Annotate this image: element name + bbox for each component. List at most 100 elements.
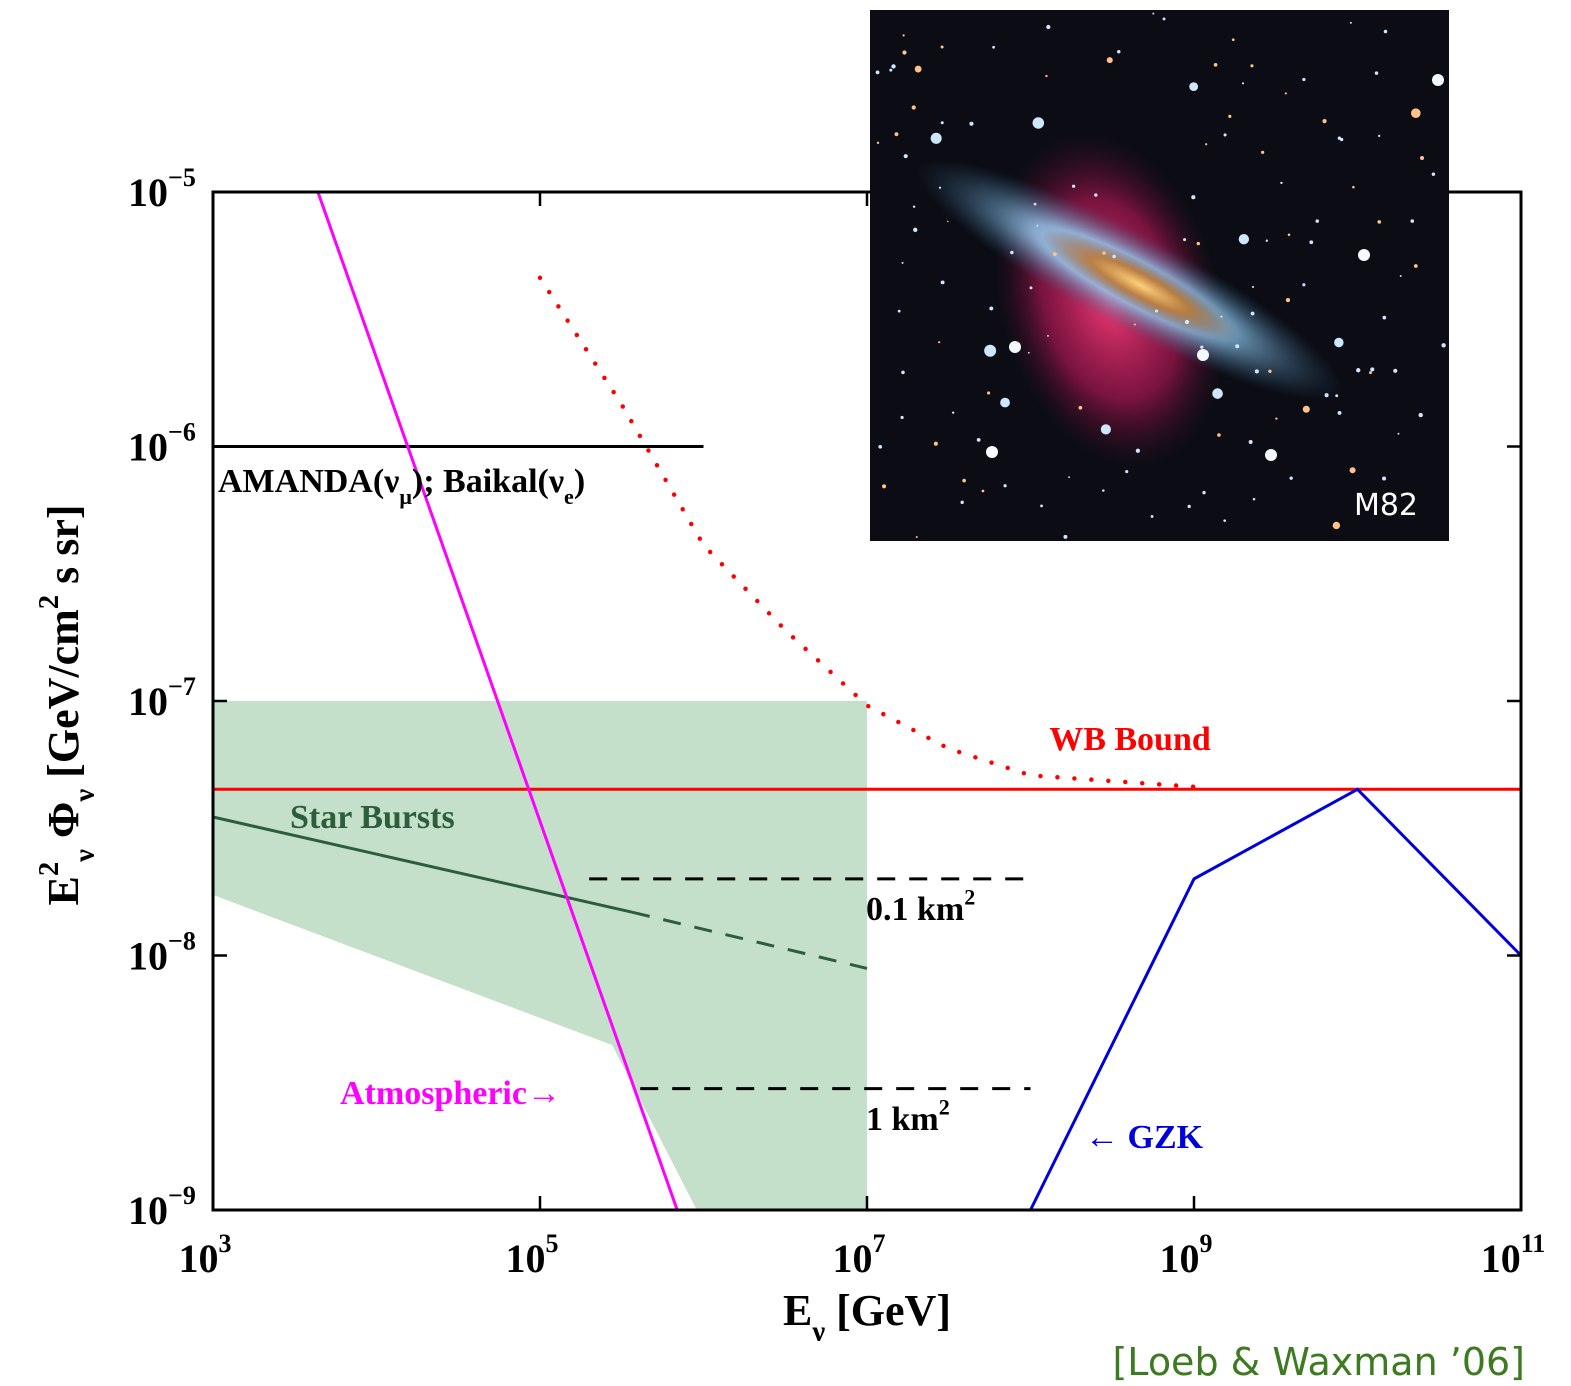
- text-part: μ: [399, 484, 412, 509]
- image-star: [1232, 38, 1235, 41]
- text-part: Φ: [39, 802, 88, 849]
- text-part: 2: [34, 862, 65, 876]
- image-star: [1352, 186, 1355, 189]
- image-star: [1383, 316, 1387, 320]
- image-star: [1117, 50, 1120, 53]
- image-star: [889, 69, 892, 72]
- image-star: [1155, 310, 1158, 313]
- image-star: [1377, 220, 1381, 224]
- x-tick-label: 109: [1160, 1229, 1213, 1281]
- image-star: [931, 133, 942, 144]
- image-star: [1325, 393, 1329, 397]
- image-star: [1185, 320, 1189, 324]
- image-caption: M82: [1354, 488, 1418, 523]
- image-star: [1163, 17, 1166, 20]
- y-tick-label: 10−6: [128, 418, 196, 470]
- image-star: [1223, 519, 1226, 522]
- image-star: [913, 205, 915, 207]
- image-star: [1217, 433, 1221, 437]
- image-star: [1255, 369, 1259, 373]
- image-star: [1220, 316, 1222, 318]
- image-star: [1253, 498, 1256, 501]
- text-part: 2: [34, 595, 65, 609]
- tick-base: 10: [128, 679, 168, 724]
- tick-base: 10: [1160, 1236, 1200, 1281]
- image-star: [1152, 13, 1154, 15]
- image-star: [1289, 476, 1292, 479]
- image-star: [1370, 367, 1374, 371]
- image-star: [1242, 82, 1244, 84]
- image-star: [1249, 440, 1253, 444]
- image-star: [912, 105, 916, 109]
- y-tick-label: 10−5: [128, 163, 196, 215]
- annotation: 0.1 km2: [866, 885, 975, 928]
- image-star: [878, 445, 882, 449]
- image-star: [1286, 298, 1290, 302]
- image-star: [1151, 515, 1154, 518]
- image-star: [1316, 219, 1319, 222]
- image-star: [941, 280, 945, 284]
- image-star: [898, 310, 901, 313]
- image-star: [1420, 156, 1424, 160]
- x-tick-label: 1011: [1481, 1229, 1546, 1281]
- image-star: [1040, 505, 1043, 508]
- image-star: [986, 446, 998, 458]
- text-part: 0.1 km: [866, 891, 964, 928]
- tick-exponent: 9: [1200, 1229, 1213, 1258]
- image-star: [987, 391, 990, 394]
- image-star: [1212, 388, 1223, 399]
- tick-exponent: −5: [168, 163, 196, 192]
- image-star: [1268, 370, 1271, 373]
- annotation: 1 km2: [866, 1095, 950, 1138]
- text-part: e: [564, 484, 574, 509]
- image-star: [947, 221, 949, 223]
- image-star: [1302, 78, 1305, 81]
- text-part: 1 km: [866, 1101, 939, 1138]
- image-star: [1261, 151, 1264, 154]
- image-star: [969, 122, 973, 126]
- chart: 103105107109101110−910−810−710−610−5Eν […: [0, 0, 1571, 1386]
- image-star: [934, 442, 938, 446]
- image-star: [1136, 449, 1140, 453]
- image-star: [1224, 133, 1227, 136]
- image-star: [1338, 411, 1342, 415]
- image-star: [1053, 252, 1057, 256]
- image-star: [1094, 193, 1097, 196]
- x-tick-label: 103: [179, 1229, 232, 1281]
- image-star: [1322, 119, 1326, 123]
- image-star: [1009, 341, 1021, 353]
- text-part: Atmospheric→: [340, 1075, 561, 1112]
- image-star: [1125, 470, 1128, 473]
- image-star: [1079, 406, 1083, 410]
- image-star: [1410, 219, 1414, 223]
- annotation: WB Bound: [1049, 721, 1211, 758]
- y-tick-label: 10−9: [128, 1181, 196, 1233]
- tick-exponent: −8: [168, 927, 196, 956]
- image-star: [1228, 115, 1231, 118]
- image-star: [1288, 234, 1291, 237]
- image-star: [1384, 30, 1388, 34]
- annotation: Star Bursts: [290, 799, 455, 836]
- image-star: [1183, 238, 1186, 241]
- image-star: [1441, 343, 1445, 347]
- image-star: [941, 121, 944, 124]
- text-part: 2: [964, 885, 975, 910]
- image-star: [1275, 418, 1277, 420]
- tick-exponent: 5: [546, 1229, 559, 1258]
- image-star: [1266, 240, 1268, 242]
- image-star: [1107, 57, 1113, 63]
- flux-band: [213, 701, 867, 1210]
- text-part: ): [574, 463, 585, 500]
- text-part: ← GZK: [1085, 1119, 1204, 1156]
- tick-exponent: 11: [1521, 1229, 1546, 1258]
- image-star: [877, 142, 879, 144]
- image-star: [876, 70, 880, 74]
- image-star: [977, 438, 981, 442]
- image-star: [1338, 137, 1341, 140]
- image-star: [1369, 371, 1372, 374]
- image-star: [960, 501, 963, 504]
- text-part: E: [783, 1286, 812, 1335]
- image-star: [938, 341, 940, 343]
- image-star: [1334, 338, 1343, 347]
- image-star: [941, 45, 944, 48]
